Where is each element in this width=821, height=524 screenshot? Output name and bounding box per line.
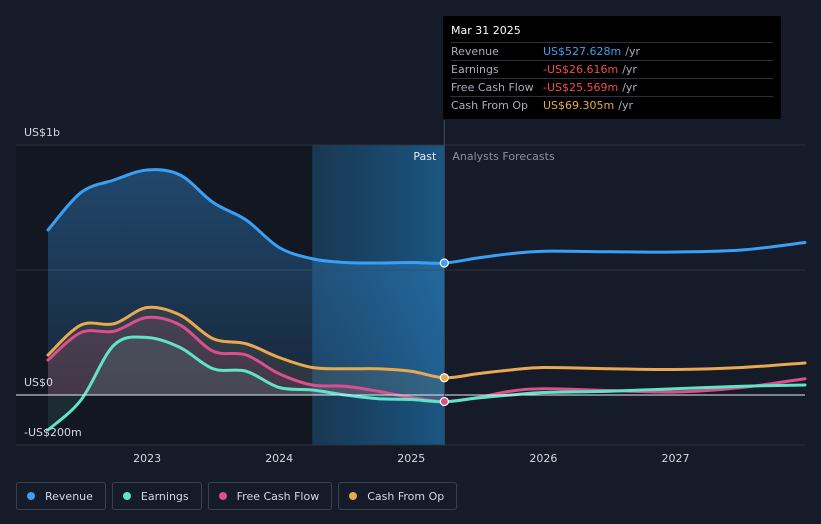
revenue-line bbox=[46, 168, 807, 265]
legend-label: Earnings bbox=[140, 489, 189, 503]
marker-revenue bbox=[439, 258, 449, 268]
tooltip-unit: /yr bbox=[622, 81, 637, 94]
legend-label: Cash From Op bbox=[367, 489, 445, 503]
tooltip-label: Revenue bbox=[451, 45, 499, 58]
x-axis-tick-label: 2024 bbox=[265, 452, 293, 465]
y-axis-label: US$0 bbox=[24, 376, 53, 389]
cash-from-op-area bbox=[48, 307, 445, 395]
legend: Revenue Earnings Free Cash Flow Cash Fro… bbox=[16, 482, 458, 510]
tooltip-value: US$69.305m bbox=[543, 99, 615, 112]
x-axis-tick-label: 2026 bbox=[529, 452, 557, 465]
tooltip-unit: /yr bbox=[625, 45, 640, 58]
tooltip-unit: /yr bbox=[622, 63, 637, 76]
marker-free-cash-flow bbox=[439, 396, 449, 407]
legend-item-cash-from-op[interactable]: Cash From Op bbox=[338, 482, 458, 510]
tooltip-row-earnings: Earnings -US$26.616m /yr bbox=[451, 60, 773, 78]
earnings-area bbox=[48, 336, 445, 430]
legend-item-earnings[interactable]: Earnings bbox=[111, 482, 202, 510]
legend-item-free-cash-flow[interactable]: Free Cash Flow bbox=[207, 482, 333, 510]
cash-from-op-line bbox=[46, 305, 807, 380]
legend-dot-icon bbox=[27, 492, 35, 500]
x-axis-tick-label: 2025 bbox=[397, 452, 425, 465]
tooltip-date: Mar 31 2025 bbox=[451, 24, 521, 37]
earnings-line bbox=[46, 335, 807, 432]
legend-dot-icon bbox=[218, 492, 227, 500]
tooltip: Mar 31 2025 Revenue US$527.628m /yr Earn… bbox=[443, 16, 781, 119]
forecast-label: Analysts Forecasts bbox=[452, 150, 555, 163]
tooltip-value: -US$26.616m bbox=[543, 63, 619, 76]
tooltip-unit: /yr bbox=[618, 99, 633, 112]
legend-label: Free Cash Flow bbox=[236, 489, 320, 503]
legend-dot-icon bbox=[122, 492, 131, 500]
x-axis-tick-label: 2023 bbox=[133, 452, 161, 465]
x-axis-tick-label: 2027 bbox=[662, 452, 690, 465]
tooltip-value: -US$25.569m bbox=[543, 81, 619, 94]
past-label: Past bbox=[413, 150, 437, 163]
legend-item-revenue[interactable]: Revenue bbox=[16, 482, 106, 510]
tooltip-label: Earnings bbox=[451, 63, 499, 76]
y-axis-label: US$1b bbox=[24, 126, 60, 139]
legend-dot-icon bbox=[349, 492, 358, 500]
tooltip-label: Cash From Op bbox=[451, 99, 529, 112]
tooltip-row-revenue: Revenue US$527.628m /yr bbox=[451, 42, 773, 60]
series-layer bbox=[46, 168, 807, 432]
tooltip-row-cash-from-op: Cash From Op US$69.305m /yr bbox=[451, 96, 773, 114]
legend-label: Revenue bbox=[45, 489, 93, 503]
tooltip-value: US$527.628m bbox=[543, 45, 622, 58]
tooltip-row-free-cash-flow: Free Cash Flow -US$25.569m /yr bbox=[451, 78, 773, 96]
tooltip-label: Free Cash Flow bbox=[451, 81, 534, 94]
marker-cash-from-op bbox=[439, 373, 449, 383]
y-axis-label: -US$200m bbox=[24, 426, 82, 439]
